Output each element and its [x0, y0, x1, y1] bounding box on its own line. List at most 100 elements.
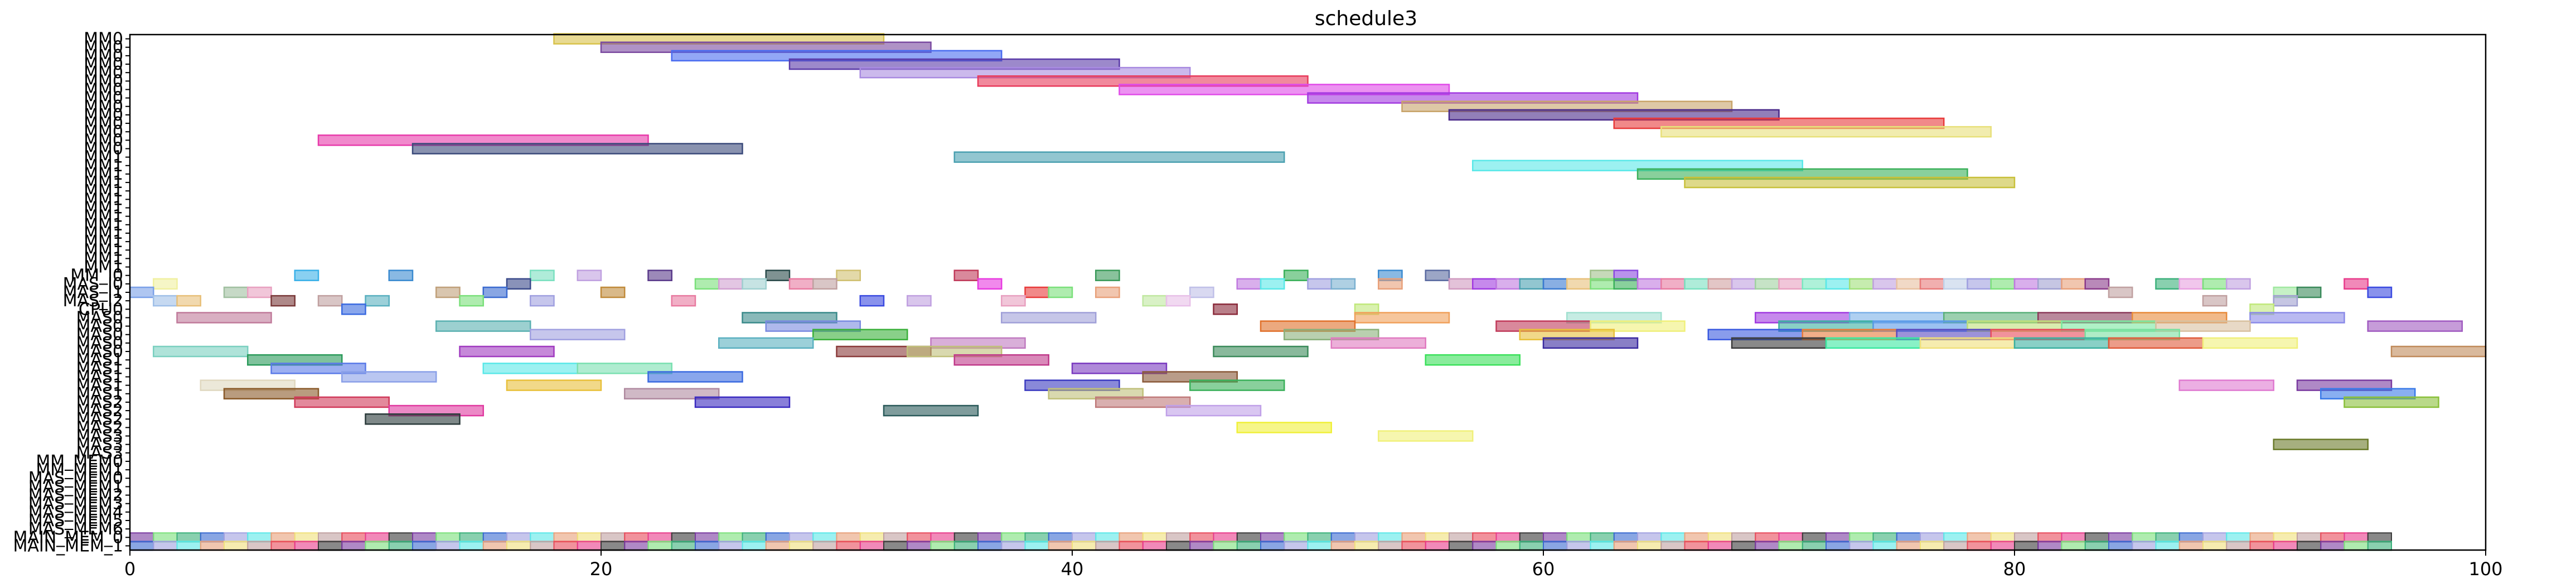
memory-block	[953, 532, 979, 543]
memory-block	[553, 532, 578, 543]
task-bar	[953, 354, 1049, 366]
y-tick-label: MM1	[84, 224, 123, 243]
memory-block	[176, 541, 201, 551]
memory-block	[1024, 532, 1049, 543]
task-bar	[836, 269, 861, 281]
memory-block	[1048, 532, 1073, 543]
memory-block	[318, 532, 343, 543]
task-bar	[1472, 278, 1497, 290]
y-tick-label: MAS2	[76, 393, 123, 412]
task-bar	[1919, 337, 2016, 349]
plot-frame	[129, 33, 2487, 551]
memory-block	[1330, 532, 1355, 543]
memory-block	[883, 532, 908, 543]
memory-block	[1095, 541, 1120, 551]
task-bar	[647, 371, 743, 383]
x-tick-label: 100	[2468, 558, 2502, 580]
memory-block	[2014, 532, 2039, 543]
y-tick-label: MM0	[84, 89, 123, 108]
task-bar	[1825, 278, 1851, 290]
memory-block	[789, 541, 814, 551]
y-tick-label: MM1	[84, 190, 123, 209]
memory-block	[129, 541, 154, 551]
y-tick-label: MM0	[84, 114, 123, 133]
task-bar	[1731, 337, 1827, 349]
memory-block	[1684, 532, 1709, 543]
y-tick-label: MM1	[84, 258, 123, 277]
task-bar	[812, 329, 908, 340]
y-tick-label: MAS_MEM3	[28, 494, 123, 514]
memory-block	[1590, 541, 1615, 551]
y-tick-label: MAS2	[76, 418, 123, 437]
y-tick-label: MM1	[84, 173, 123, 192]
y-tick-label: MAS_MEM2	[28, 486, 123, 505]
memory-block	[1095, 532, 1120, 543]
memory-block	[506, 532, 531, 543]
memory-block	[365, 532, 390, 543]
memory-block	[2297, 541, 2322, 551]
task-bar	[2390, 345, 2487, 358]
task-bar	[1142, 295, 1168, 307]
memory-block	[1637, 532, 1662, 543]
task-bar	[1566, 278, 1591, 290]
memory-block	[859, 541, 884, 551]
y-tick-label: CPU0	[79, 300, 123, 319]
task-bar	[1307, 278, 1332, 290]
memory-block	[365, 541, 390, 551]
memory-block	[836, 532, 861, 543]
memory-block	[482, 532, 507, 543]
task-bar	[718, 278, 743, 290]
task-bar	[718, 337, 814, 349]
memory-block	[930, 532, 955, 543]
memory-block	[1024, 541, 1049, 551]
y-tick-label: MAIN_MEM_1	[13, 536, 123, 556]
memory-block	[2178, 541, 2204, 551]
memory-block	[2343, 541, 2369, 551]
memory-block	[647, 532, 672, 543]
memory-block	[1849, 541, 1874, 551]
memory-block	[1378, 532, 1403, 543]
task-bar	[1660, 126, 1992, 138]
task-bar	[788, 278, 814, 290]
task-bar	[1684, 278, 1709, 290]
task-bar	[1236, 422, 1332, 433]
task-bar	[1590, 278, 1615, 290]
task-bar	[647, 269, 672, 281]
task-bar	[153, 345, 249, 358]
memory-block	[812, 532, 837, 543]
memory-block	[1755, 541, 1780, 551]
task-bar	[977, 278, 1003, 290]
memory-block	[2249, 541, 2274, 551]
task-bar	[1165, 295, 1191, 307]
memory-block	[1990, 532, 2015, 543]
memory-block	[294, 532, 319, 543]
y-tick-label: MAS3	[76, 435, 123, 455]
memory-block	[2061, 541, 2086, 551]
memory-block	[1213, 541, 1238, 551]
y-tick-label: MM1	[84, 249, 123, 268]
task-bar	[883, 404, 979, 417]
task-bar	[1755, 278, 1780, 290]
memory-block	[1802, 532, 1827, 543]
y-tick-label: MAS1	[76, 376, 123, 396]
memory-block	[506, 541, 531, 551]
task-bar	[435, 286, 461, 298]
memory-block	[2367, 532, 2392, 543]
task-bar	[2343, 396, 2439, 408]
memory-block	[1920, 532, 1945, 543]
y-tick-label: MAS_MEM4	[28, 503, 123, 522]
memory-block	[1566, 541, 1591, 551]
task-bar	[1519, 278, 1544, 290]
memory-block	[1684, 541, 1709, 551]
memory-block	[695, 541, 720, 551]
memory-block	[695, 532, 720, 543]
memory-block	[1001, 532, 1026, 543]
task-bar	[1990, 278, 2016, 290]
memory-block	[718, 541, 743, 551]
task-bar	[1802, 278, 1827, 290]
memory-block	[1236, 541, 1261, 551]
task-bar	[2178, 379, 2274, 391]
memory-block	[1802, 541, 1827, 551]
memory-block	[1284, 532, 1309, 543]
memory-block	[1872, 532, 1897, 543]
